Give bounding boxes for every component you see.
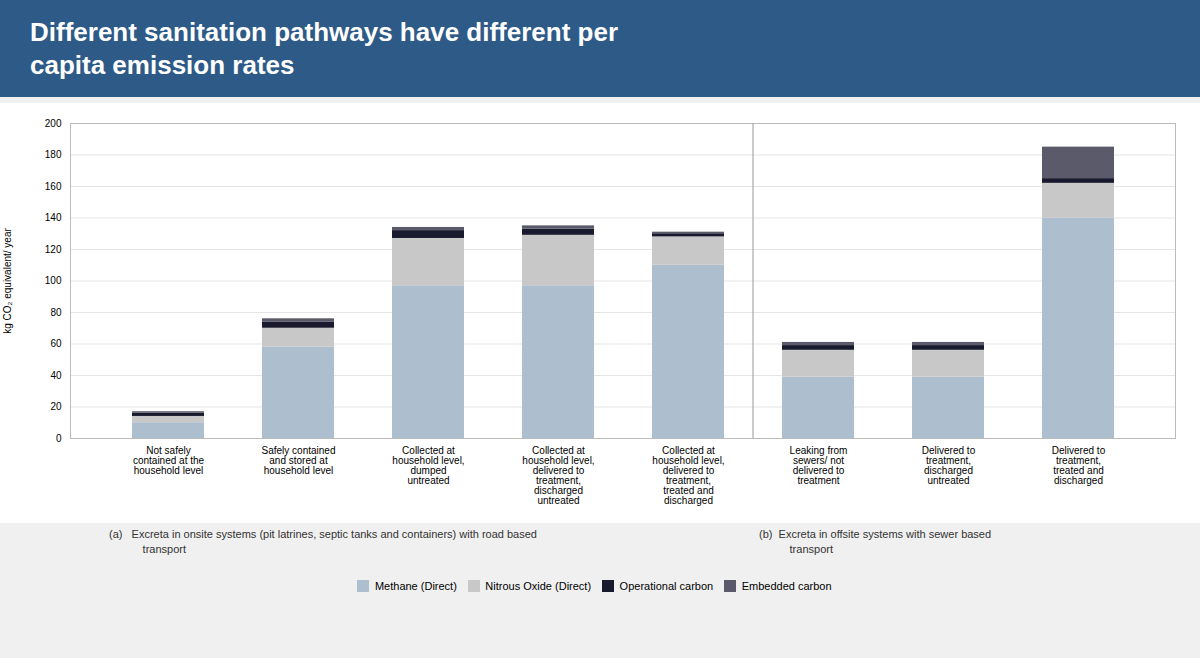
html-text:Nitrous Oxide (Direct): Nitrous Oxide (Direct) — [485, 579, 592, 592]
svg-text:Safely containedand stored ath: Safely containedand stored athousehold l… — [262, 445, 336, 476]
svg-text:20: 20 — [50, 401, 62, 412]
svg-text:Collected athousehold level,de: Collected athousehold level,delivered to… — [522, 445, 594, 506]
html-text:Different sanitation pathways: Different sanitation pathways have diffe… — [30, 17, 618, 80]
svg-text:Leaking fromsewers/ notdeliver: Leaking fromsewers/ notdelivered totreat… — [790, 445, 848, 486]
svg-text:180: 180 — [45, 149, 62, 160]
svg-text:40: 40 — [50, 370, 62, 381]
svg-text:80: 80 — [50, 307, 62, 318]
svg-text:Not safelycontained at thehous: Not safelycontained at thehousehold leve… — [133, 445, 205, 476]
html-text:Operational carbon: Operational carbon — [619, 579, 714, 592]
svg-text:Delivered totreatment,treated: Delivered totreatment,treated anddischar… — [1052, 445, 1106, 486]
svg-text:140: 140 — [45, 212, 62, 223]
svg-text:0: 0 — [56, 433, 62, 444]
svg-text:120: 120 — [45, 244, 62, 255]
svg-text:Delivered totreatment,discharg: Delivered totreatment,dischargeduntreate… — [922, 445, 976, 486]
svg-text:100: 100 — [45, 275, 62, 286]
svg-text:160: 160 — [45, 181, 62, 192]
svg-text:60: 60 — [50, 338, 62, 349]
html-text:Methane (Direct): Methane (Direct) — [374, 579, 457, 592]
html-text:Embedded carbon: Embedded carbon — [741, 579, 832, 592]
html-text:(b) Excreta in offsite systems: (b) Excreta in offsite systems with sewe… — [759, 528, 992, 556]
svg-text:Collected athousehold level,de: Collected athousehold level,delivered to… — [652, 445, 724, 506]
svg-text:kg CO₂ equivalent/ year: kg CO₂ equivalent/ year — [2, 228, 13, 334]
svg-text:200: 200 — [45, 118, 62, 129]
html-text:(a) Excreta in onsite systems: (a) Excreta in onsite systems (pit latri… — [109, 528, 537, 556]
svg-text:Collected athousehold level,du: Collected athousehold level,dumpeduntrea… — [392, 445, 464, 486]
